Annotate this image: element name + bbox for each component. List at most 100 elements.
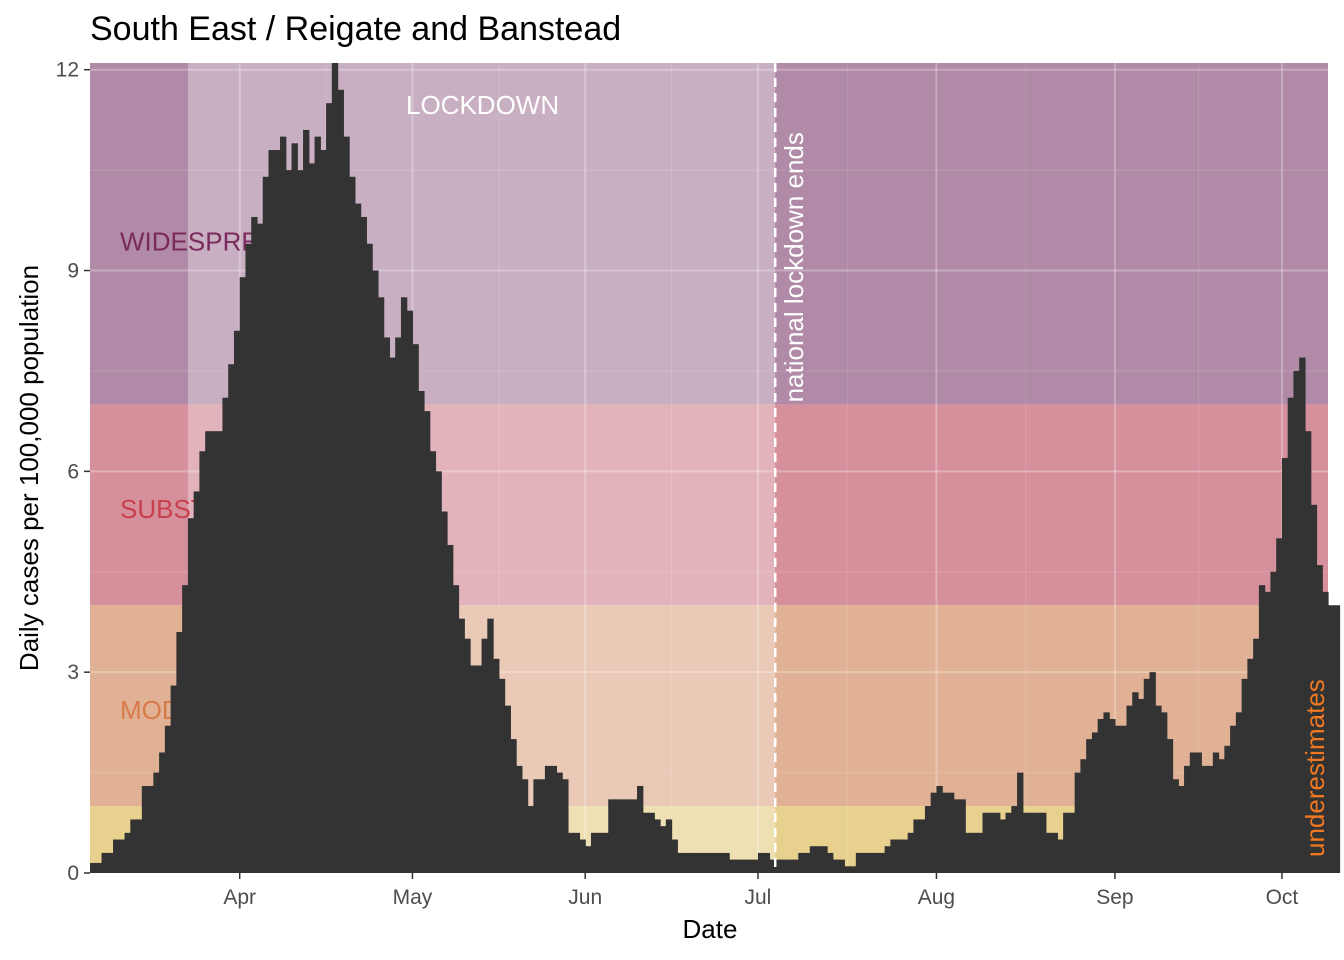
bar: [1212, 752, 1220, 873]
x-tick-label: Sep: [1096, 886, 1133, 909]
bar: [493, 658, 500, 873]
bar: [590, 832, 598, 873]
bar: [1195, 752, 1202, 873]
bar: [1235, 712, 1243, 873]
bar: [1299, 357, 1306, 874]
bar: [516, 765, 523, 873]
bar: [544, 765, 552, 873]
bar: [406, 310, 414, 874]
bar: [481, 638, 488, 873]
bar: [769, 859, 776, 873]
bar: [331, 63, 339, 873]
bar: [965, 832, 972, 873]
bar: [498, 678, 506, 873]
bar: [452, 585, 460, 873]
bar: [942, 792, 949, 873]
bar: [660, 826, 667, 873]
bar: [487, 618, 494, 873]
bar: [924, 806, 932, 873]
bar: [124, 832, 131, 873]
bar: [527, 806, 534, 873]
bar: [596, 832, 604, 873]
bar: [671, 839, 678, 873]
bar: [827, 852, 834, 873]
bar: [832, 859, 840, 873]
bar: [210, 431, 218, 873]
bar: [303, 129, 310, 874]
bar: [1040, 812, 1047, 873]
bar: [262, 176, 270, 874]
plot-area: WIDESPREADSUBSTANTIALMODERATE national l…: [90, 63, 1341, 874]
bar: [113, 839, 120, 873]
chart-title: South East / Reigate and Banstead: [90, 10, 621, 48]
bar: [907, 832, 915, 873]
x-tick-label: Aug: [918, 886, 955, 909]
bar: [343, 136, 350, 874]
bar: [239, 277, 247, 874]
bar: [550, 765, 558, 873]
y-tick-label: 0: [67, 862, 79, 885]
bar: [153, 772, 160, 873]
bar: [372, 270, 379, 874]
bar: [395, 337, 402, 874]
bar: [1189, 752, 1197, 873]
bar: [970, 832, 978, 873]
bar: [251, 216, 258, 874]
bar: [665, 819, 673, 873]
y-tick-label: 12: [56, 59, 79, 82]
bar: [1045, 832, 1053, 873]
bar: [579, 839, 586, 873]
bar: [1103, 712, 1110, 873]
bar: [838, 859, 845, 873]
bar: [1333, 605, 1341, 873]
bar: [1120, 725, 1128, 873]
bar: [130, 819, 137, 873]
bar: [913, 819, 920, 873]
bar: [1034, 812, 1041, 873]
bar: [999, 819, 1007, 873]
bar: [562, 779, 569, 873]
bar: [711, 852, 719, 873]
bar: [953, 799, 961, 873]
bar: [884, 846, 891, 873]
bar: [683, 852, 690, 873]
bar: [867, 852, 874, 873]
bar: [533, 779, 540, 873]
bar: [182, 585, 189, 873]
bar: [1207, 765, 1214, 873]
bar: [291, 143, 298, 874]
bar: [308, 163, 316, 874]
bar: [959, 799, 966, 873]
x-axis-title: Date: [683, 914, 738, 944]
x-tick-label: Oct: [1266, 886, 1299, 909]
bar: [245, 243, 252, 874]
bar: [752, 859, 759, 873]
bar: [567, 832, 575, 873]
bar: [1310, 504, 1318, 873]
bar: [1322, 591, 1329, 873]
bar: [1230, 725, 1237, 873]
bar: [187, 518, 195, 873]
bar: [1114, 725, 1122, 873]
bar: [314, 136, 321, 874]
lockdown-label: LOCKDOWN: [406, 90, 559, 120]
bar: [625, 799, 632, 873]
bar: [706, 852, 713, 873]
x-tick-label: Jul: [745, 886, 772, 909]
bar: [101, 852, 108, 873]
bar: [1017, 772, 1024, 873]
bar: [1218, 759, 1225, 873]
bar: [792, 859, 799, 873]
bar: [1126, 705, 1133, 873]
bar: [1258, 585, 1266, 873]
bar: [677, 852, 684, 873]
bar: [930, 792, 938, 873]
bar: [510, 739, 517, 873]
bar: [757, 852, 765, 873]
bar: [1149, 672, 1156, 873]
bar: [694, 852, 701, 873]
bar: [107, 852, 114, 873]
bar: [521, 779, 529, 873]
bar: [861, 852, 868, 873]
